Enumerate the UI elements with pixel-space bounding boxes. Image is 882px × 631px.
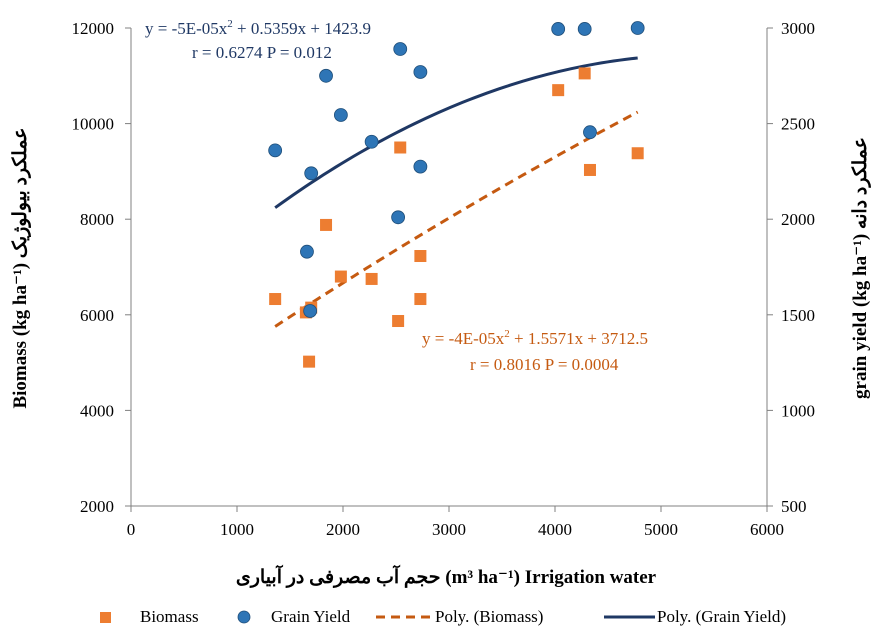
biomass-point <box>631 147 644 160</box>
grain-yield-point <box>413 159 428 174</box>
legend-biomass-fit-label: Poly. (Biomass) <box>435 607 543 626</box>
legend-grain-fit-label: Poly. (Grain Yield) <box>657 607 786 626</box>
biomass-trendline <box>274 110 639 328</box>
legend-grain-marker <box>237 610 251 624</box>
biomass-point <box>583 163 596 176</box>
x-tick-label: 3000 <box>432 520 466 539</box>
grain-yield-point <box>300 244 314 259</box>
grain-stat: r = 0.6274 P = 0.012 <box>192 43 332 62</box>
y-left-axis-title: Biomass (kg ha⁻¹) عملکرد بیولوژیک <box>10 127 31 408</box>
y-left-tick-label: 6000 <box>80 306 114 325</box>
grain-yield-point <box>391 210 406 225</box>
grain-yield-trendline <box>274 56 638 209</box>
biomass-point <box>578 67 591 80</box>
grain-yield-point <box>551 22 566 36</box>
x-tick-label: 0 <box>127 520 136 539</box>
y-right-tick-label: 1500 <box>781 306 815 325</box>
grain-equation: y = -5E-05x2 + 0.5359x + 1423.9 <box>145 18 371 38</box>
grain-yield-point <box>303 304 318 318</box>
y-left-tick-label: 2000 <box>80 497 114 516</box>
x-tick-label: 4000 <box>538 520 572 539</box>
grain-yield-point <box>333 108 348 122</box>
biomass-point <box>365 272 378 285</box>
trendlines <box>274 56 639 328</box>
y-right-axis-title: grain yield (kg ha⁻¹) عملکرد دانه <box>850 137 871 399</box>
legend-biomass-label: Biomass <box>140 607 199 626</box>
biomass-point <box>320 218 333 231</box>
x-tick-label: 1000 <box>220 520 254 539</box>
y-right-tick-label: 1000 <box>781 401 815 420</box>
grain-yield-point <box>583 125 597 140</box>
y-right-tick-label: 3000 <box>781 19 815 38</box>
biomass-point <box>414 293 427 306</box>
x-tick-label: 6000 <box>750 520 784 539</box>
grain-yield-point <box>393 42 408 56</box>
legend-biomass-marker <box>100 612 111 623</box>
x-tick-label: 5000 <box>644 520 678 539</box>
grain-yield-point <box>577 22 592 36</box>
y-left-tick-label: 8000 <box>80 210 114 229</box>
grain-yield-point <box>413 65 428 79</box>
biomass-point <box>414 250 427 263</box>
x-tick-label: 2000 <box>326 520 360 539</box>
biomass-point <box>394 141 407 154</box>
biomass-point <box>334 270 347 283</box>
grain-yield-point <box>268 143 283 158</box>
data-points <box>268 21 645 368</box>
y-left-tick-label: 12000 <box>72 19 115 38</box>
legend: Biomass Grain Yield Poly. (Biomass) Poly… <box>100 607 786 626</box>
grain-yield-point <box>319 68 333 83</box>
biomass-point <box>303 355 316 368</box>
biomass-point <box>552 84 565 97</box>
biomass-point <box>269 293 282 306</box>
y-right-tick-label: 2500 <box>781 115 815 134</box>
axes: 0 1000 2000 3000 4000 5000 6000 2000 4000 6000 800… <box>72 19 816 539</box>
y-right-tick-label: 2000 <box>781 210 815 229</box>
grain-yield-point <box>304 166 319 181</box>
grain-yield-point <box>630 21 645 35</box>
biomass-equation: y = -4E-05x2 + 1.5571x + 3712.5 <box>422 328 648 348</box>
y-left-tick-label: 4000 <box>80 401 114 420</box>
x-axis-title: حجم آب مصرفی در آبیاری (m³ ha⁻¹) Irrigat… <box>236 564 657 588</box>
y-left-tick-label: 10000 <box>72 115 115 134</box>
biomass-point <box>392 315 405 328</box>
biomass-stat: r = 0.8016 P = 0.0004 <box>470 355 619 374</box>
grain-yield-point <box>364 134 379 149</box>
legend-grain-label: Grain Yield <box>271 607 351 626</box>
y-right-tick-label: 500 <box>781 497 807 516</box>
